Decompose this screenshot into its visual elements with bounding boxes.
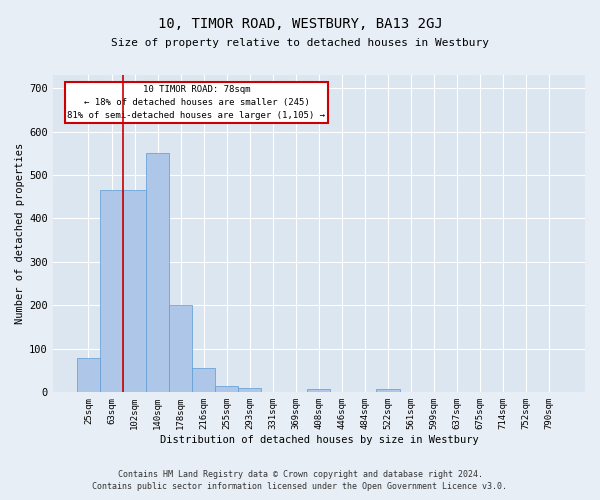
- Text: Contains HM Land Registry data © Crown copyright and database right 2024.: Contains HM Land Registry data © Crown c…: [118, 470, 482, 479]
- Y-axis label: Number of detached properties: Number of detached properties: [15, 143, 25, 324]
- Bar: [169, 306, 192, 392]
- X-axis label: Distribution of detached houses by size in Westbury: Distribution of detached houses by size …: [160, 435, 478, 445]
- Bar: [123, 190, 146, 392]
- Bar: [238, 388, 261, 392]
- Bar: [307, 389, 331, 392]
- Text: 10 TIMOR ROAD: 78sqm
← 18% of detached houses are smaller (245)
81% of semi-deta: 10 TIMOR ROAD: 78sqm ← 18% of detached h…: [67, 84, 325, 120]
- Bar: [146, 153, 169, 392]
- Text: Contains public sector information licensed under the Open Government Licence v3: Contains public sector information licen…: [92, 482, 508, 491]
- Bar: [100, 190, 123, 392]
- Bar: [376, 389, 400, 392]
- Bar: [192, 368, 215, 392]
- Bar: [215, 386, 238, 392]
- Text: 10, TIMOR ROAD, WESTBURY, BA13 2GJ: 10, TIMOR ROAD, WESTBURY, BA13 2GJ: [158, 18, 442, 32]
- Text: Size of property relative to detached houses in Westbury: Size of property relative to detached ho…: [111, 38, 489, 48]
- Bar: [77, 358, 100, 392]
